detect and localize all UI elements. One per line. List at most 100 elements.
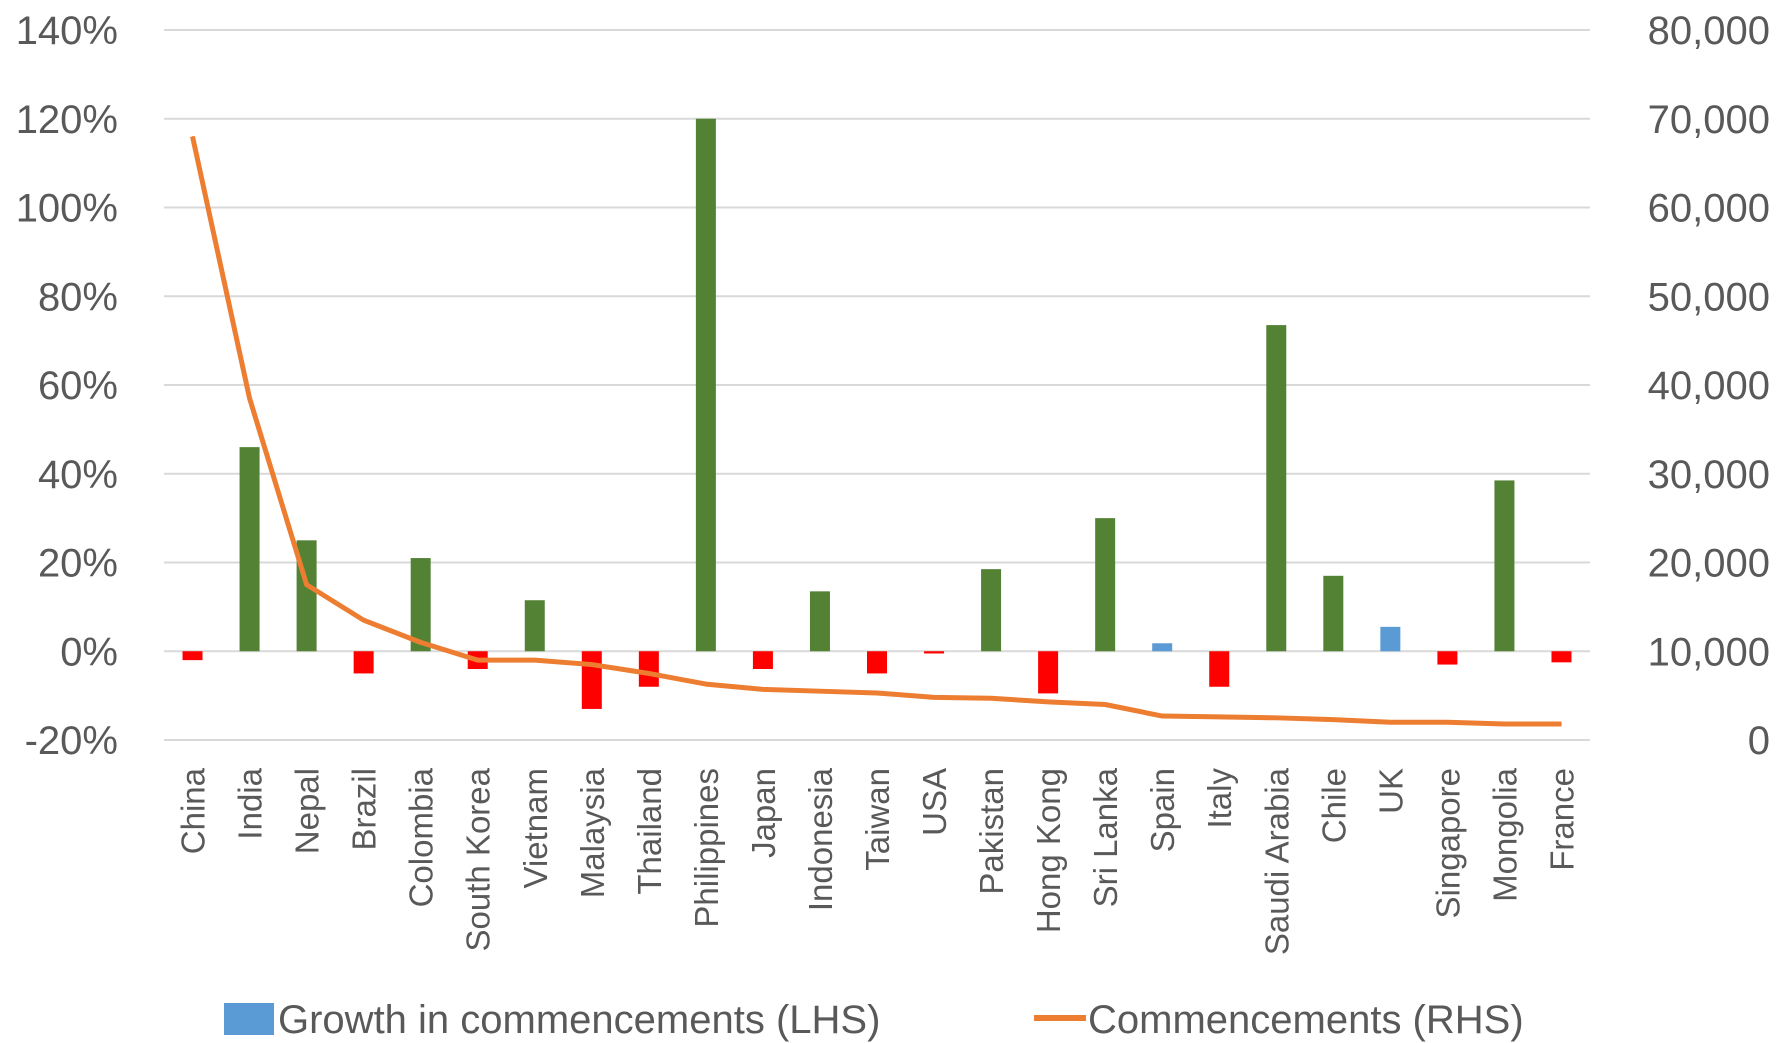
right-tick-label: 10,000 (1648, 630, 1770, 674)
right-tick-label: 70,000 (1648, 98, 1770, 142)
right-tick-label: 60,000 (1648, 187, 1770, 231)
category-axis: China India Nepal Brazil Colombia South Korea… (175, 767, 1581, 955)
left-tick-label: 40% (38, 453, 118, 497)
line-point (591, 664, 593, 666)
legend-label-growth: Growth in commencements (LHS) (278, 998, 880, 1042)
category-label: Brazil (346, 768, 383, 851)
line-point (762, 688, 764, 690)
line-point (249, 397, 251, 399)
category-label: France (1543, 768, 1580, 871)
right-tick-label: 30,000 (1648, 453, 1770, 497)
bar-france (1551, 651, 1572, 663)
left-tick-label: 80% (38, 275, 118, 319)
category-label: Hong Kong (1030, 768, 1067, 933)
left-tick-label: 140% (16, 9, 118, 53)
line-point (705, 683, 707, 685)
right-tick-label: 80,000 (1648, 9, 1770, 53)
line-point (1503, 723, 1505, 725)
line-point (1218, 716, 1220, 718)
category-label: Mongolia (1486, 767, 1523, 902)
gridlines (164, 29, 1590, 741)
bar-philippines (695, 118, 716, 652)
category-label: Sri Lanka (1087, 767, 1124, 907)
line-point (1332, 719, 1334, 721)
category-label: Chile (1315, 768, 1352, 843)
right-axis: 0 10,000 20,000 30,000 40,000 50,000 60,000 70,… (1648, 9, 1770, 763)
category-label: Italy (1201, 768, 1238, 829)
line-point (1560, 723, 1562, 725)
bar-pakistan (981, 569, 1002, 652)
line-point (1446, 721, 1448, 723)
bar-indonesia (809, 591, 830, 652)
line-point (363, 619, 365, 621)
growth-bars (182, 118, 1572, 709)
right-tick-label: 40,000 (1648, 364, 1770, 408)
line-point (1389, 721, 1391, 723)
legend-swatch-growth (224, 1003, 274, 1035)
line-point (420, 641, 422, 643)
bar-china (182, 651, 203, 661)
bar-hong-kong (1038, 651, 1059, 694)
bar-thailand (638, 651, 659, 687)
line-point (876, 692, 878, 694)
bar-chile (1323, 575, 1344, 652)
legend: Growth in commencements (LHS) Commenceme… (224, 998, 1524, 1042)
line-point (819, 690, 821, 692)
category-label: Taiwan (859, 768, 896, 871)
category-label: Vietnam (517, 768, 554, 888)
category-label: Indonesia (802, 767, 839, 911)
line-point (648, 672, 650, 674)
bar-malaysia (581, 651, 602, 709)
bar-colombia (410, 558, 431, 652)
category-label: Spain (1144, 768, 1181, 852)
left-tick-label: 20% (38, 542, 118, 586)
category-label: Saudi Arabia (1258, 767, 1295, 955)
bar-spain (1152, 643, 1173, 652)
category-label: Philippines (688, 768, 725, 928)
bar-mongolia (1494, 480, 1515, 652)
left-tick-label: 120% (16, 98, 118, 142)
line-point (933, 696, 935, 698)
category-label: Singapore (1429, 768, 1466, 918)
line-point (477, 659, 479, 661)
left-tick-label: 60% (38, 364, 118, 408)
line-point (534, 659, 536, 661)
commencements-line (190, 135, 1562, 727)
category-label: Nepal (289, 768, 326, 854)
line-point (1275, 717, 1277, 719)
bar-usa (924, 651, 945, 654)
category-label: Japan (745, 768, 782, 858)
line-point (1104, 704, 1106, 705)
line-point (1161, 715, 1163, 717)
line-point (1047, 701, 1049, 703)
category-label: Thailand (631, 768, 668, 895)
category-label: China (175, 767, 212, 854)
category-label: USA (916, 768, 953, 836)
line-point (306, 584, 308, 586)
bar-japan (752, 651, 773, 669)
bar-uk (1380, 626, 1401, 652)
right-tick-label: 20,000 (1648, 542, 1770, 586)
bar-sri-lanka (1095, 518, 1116, 652)
line-point (192, 136, 194, 137)
bar-vietnam (524, 600, 545, 652)
left-axis: -20% 0% 20% 40% 60% 80% 100% 120% 140% (16, 9, 118, 763)
right-tick-label: 0 (1748, 719, 1770, 763)
bar-singapore (1437, 651, 1458, 665)
bar-saudi-arabia (1266, 325, 1287, 652)
left-tick-label: -20% (25, 719, 118, 763)
category-label: South Korea (460, 767, 497, 951)
category-label: Malaysia (574, 767, 611, 898)
category-label: Colombia (403, 767, 440, 907)
category-label: Pakistan (973, 768, 1010, 895)
category-label: UK (1372, 768, 1409, 814)
right-tick-label: 50,000 (1648, 275, 1770, 319)
commencements-line-series (190, 135, 1562, 727)
line-point (990, 697, 992, 699)
left-tick-label: 0% (60, 630, 118, 674)
bar-brazil (353, 651, 374, 674)
left-tick-label: 100% (16, 187, 118, 231)
bar-italy (1209, 651, 1230, 687)
bar-india (239, 447, 260, 652)
